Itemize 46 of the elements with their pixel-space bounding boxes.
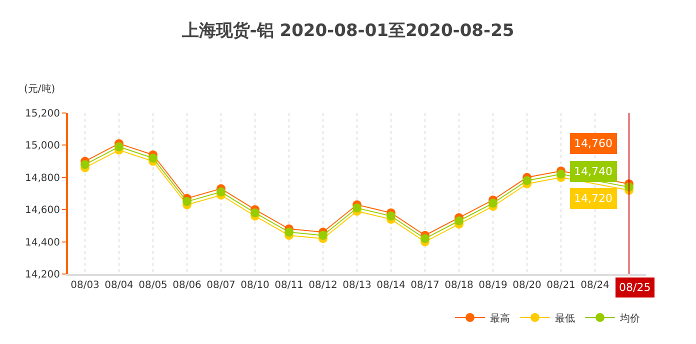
point [318, 230, 328, 240]
point [114, 142, 124, 152]
point [420, 234, 430, 244]
point [284, 228, 294, 237]
y-tick-label: 14,600 [25, 205, 60, 216]
point [488, 198, 498, 208]
x-tick-label: 08/07 [206, 280, 236, 291]
x-tick-label: 08/03 [70, 280, 100, 291]
legend-label: 均价 [619, 312, 640, 324]
x-tick-label: 08/11 [274, 280, 304, 291]
point [250, 208, 260, 218]
point [556, 170, 566, 179]
x-tick-label: 08/10 [240, 280, 270, 291]
data-label: 14,720 [574, 192, 612, 205]
x-tick-label: 08/12 [308, 280, 338, 291]
data-label: 14,760 [574, 137, 612, 150]
y-tick-label: 15,200 [25, 108, 60, 120]
point [522, 176, 532, 186]
point [182, 197, 192, 206]
y-tick-label: 14,400 [25, 237, 60, 248]
x-tick-label: 08/17 [410, 280, 440, 291]
x-tick-label: 08/04 [104, 280, 134, 291]
y-tick-label: 14,200 [25, 270, 60, 280]
y-axis-title: (元/吨) [24, 83, 56, 95]
x-tick-label: 08/24 [580, 280, 610, 291]
data-label: 14,740 [574, 165, 612, 178]
legend-label: 最高 [490, 312, 510, 324]
x-tick-label: 08/21 [546, 280, 576, 291]
point [352, 203, 362, 212]
x-tick-label: 08/25 [619, 281, 651, 294]
legend-label: 最低 [555, 313, 575, 324]
x-tick-label: 08/20 [512, 280, 542, 291]
y-tick-label: 15,000 [25, 140, 60, 152]
point [386, 212, 396, 221]
y-tick-label: 14,800 [25, 172, 60, 184]
x-tick-label: 08/05 [138, 280, 168, 291]
point [454, 216, 464, 226]
x-tick-label: 08/06 [172, 280, 202, 291]
point [80, 160, 90, 170]
x-tick-label: 08/18 [444, 280, 474, 291]
chart-title: 上海现货-铝 2020-08-01至2020-08-25 [180, 20, 514, 41]
x-tick-label: 08/13 [342, 280, 372, 291]
x-tick-label: 08/14 [376, 280, 406, 291]
x-tick-label: 08/19 [478, 280, 508, 291]
point [148, 154, 158, 163]
point [216, 187, 226, 196]
